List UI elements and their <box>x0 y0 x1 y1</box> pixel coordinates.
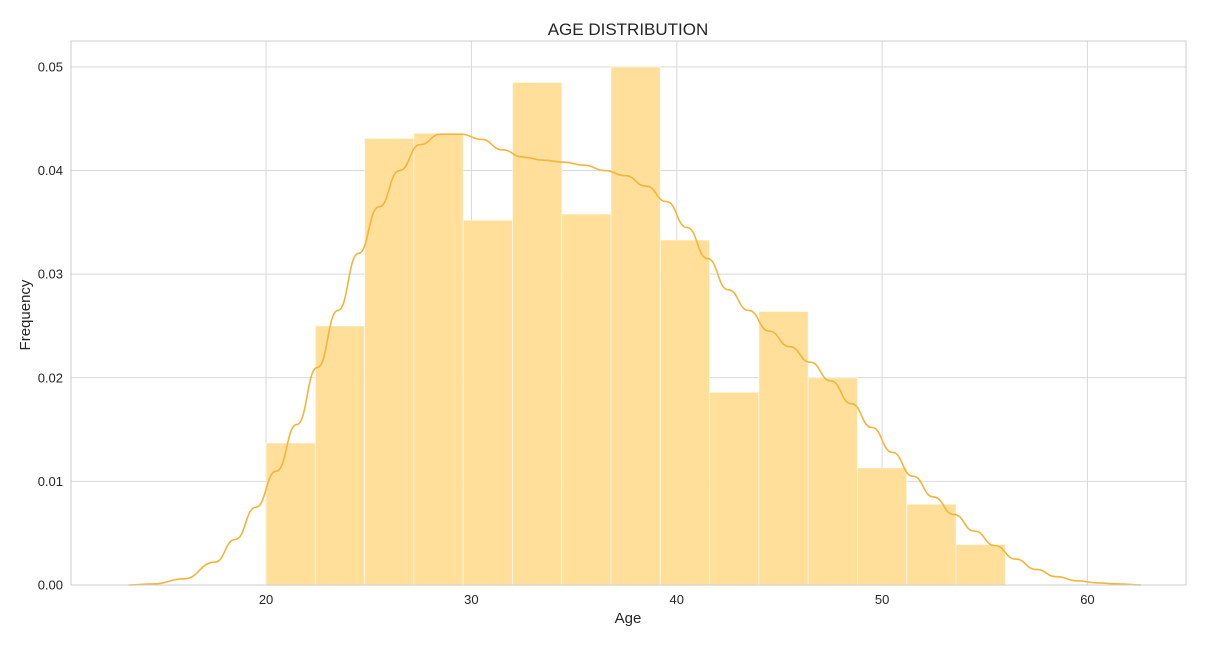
y-tick-label: 0.01 <box>38 474 63 489</box>
histogram-bar <box>314 325 366 586</box>
kde-curve-layer <box>128 133 1141 586</box>
histogram-bar <box>955 544 1006 586</box>
plot-area-frame <box>70 40 1187 586</box>
x-tick-label: 20 <box>259 592 273 607</box>
histogram-bar <box>561 213 612 586</box>
histogram-bars <box>265 66 1006 586</box>
y-tick-label: 0.02 <box>38 370 63 385</box>
histogram-bar <box>364 137 415 586</box>
y-axis-label: Frequency <box>17 279 34 350</box>
histogram-bar <box>906 503 957 586</box>
histogram-bar <box>610 66 661 586</box>
histogram-bar <box>807 377 858 586</box>
histogram-bar <box>758 310 809 586</box>
x-tick-label: 40 <box>670 592 684 607</box>
y-tick-label: 0.00 <box>38 578 63 593</box>
y-axis-ticks: 0.00 0.01 0.02 0.03 0.04 0.05 <box>38 59 63 592</box>
histogram-bar <box>265 442 316 586</box>
histogram-bar <box>511 81 563 586</box>
x-axis-label: Age <box>615 610 642 627</box>
histogram-bar <box>856 467 908 586</box>
histogram-bar <box>462 219 513 586</box>
y-tick-label: 0.04 <box>38 163 63 178</box>
histogram-bar <box>659 239 711 586</box>
x-tick-label: 50 <box>875 592 889 607</box>
x-axis-ticks: 20 30 40 50 60 <box>259 592 1095 607</box>
x-tick-label: 60 <box>1080 592 1094 607</box>
y-tick-label: 0.05 <box>38 59 63 74</box>
histogram-bar <box>413 132 464 586</box>
chart-title: AGE DISTRIBUTION <box>548 20 709 39</box>
y-tick-label: 0.03 <box>38 267 63 282</box>
histogram-bar <box>709 391 760 586</box>
kde-curve <box>128 133 1141 586</box>
x-tick-label: 30 <box>464 592 478 607</box>
